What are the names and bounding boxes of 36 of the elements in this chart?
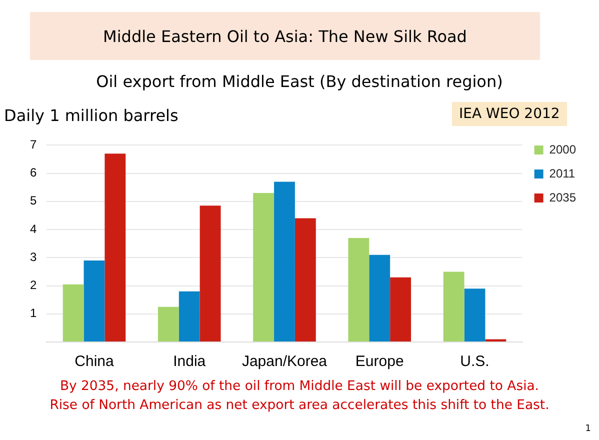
y-tick-label: 3 (30, 250, 37, 264)
bar (84, 260, 105, 342)
x-tick-label: Europe (355, 353, 404, 370)
legend-label: 2000 (549, 142, 576, 156)
y-tick-label: 4 (30, 222, 37, 236)
y-axis-title: Daily 1 million barrels (4, 106, 178, 125)
y-tick-label: 6 (30, 166, 37, 180)
text: Rise of North American as net export area accelerates this shift to the East. (48, 397, 550, 415)
y-tick-label: 7 (30, 138, 37, 152)
x-tick-label: China (74, 353, 114, 370)
text: By 2035, nearly 90% of the oil from Middle East will be exported to Asia. (58, 378, 540, 396)
bar (369, 254, 390, 342)
bar (200, 206, 221, 342)
bar (62, 284, 84, 342)
bar (178, 291, 200, 342)
legend-label: 2011 (549, 166, 576, 180)
bar (274, 182, 295, 342)
x-tick-label: U.S. (460, 353, 490, 370)
chart-title: Middle Eastern Oil to Asia: The New Silk Road (30, 12, 540, 60)
x-tick-label: Japan/Korea (242, 353, 328, 370)
legend-label: 2035 (549, 190, 576, 204)
bar (294, 218, 316, 342)
bar (464, 288, 486, 342)
text: 1 (585, 424, 591, 434)
bar (158, 306, 179, 342)
bar (443, 272, 464, 342)
y-tick-label: 2 (30, 278, 37, 292)
y-tick-label: 1 (30, 306, 37, 320)
bar (253, 192, 274, 342)
text: IEA WEO 2012 (452, 102, 567, 126)
chart-subtitle: Oil export from Middle East (By destination region) (95, 72, 504, 91)
y-tick-label: 5 (30, 194, 37, 208)
x-tick-label: India (173, 353, 206, 370)
bar (348, 238, 370, 342)
bar (104, 154, 126, 342)
bar (390, 277, 412, 342)
